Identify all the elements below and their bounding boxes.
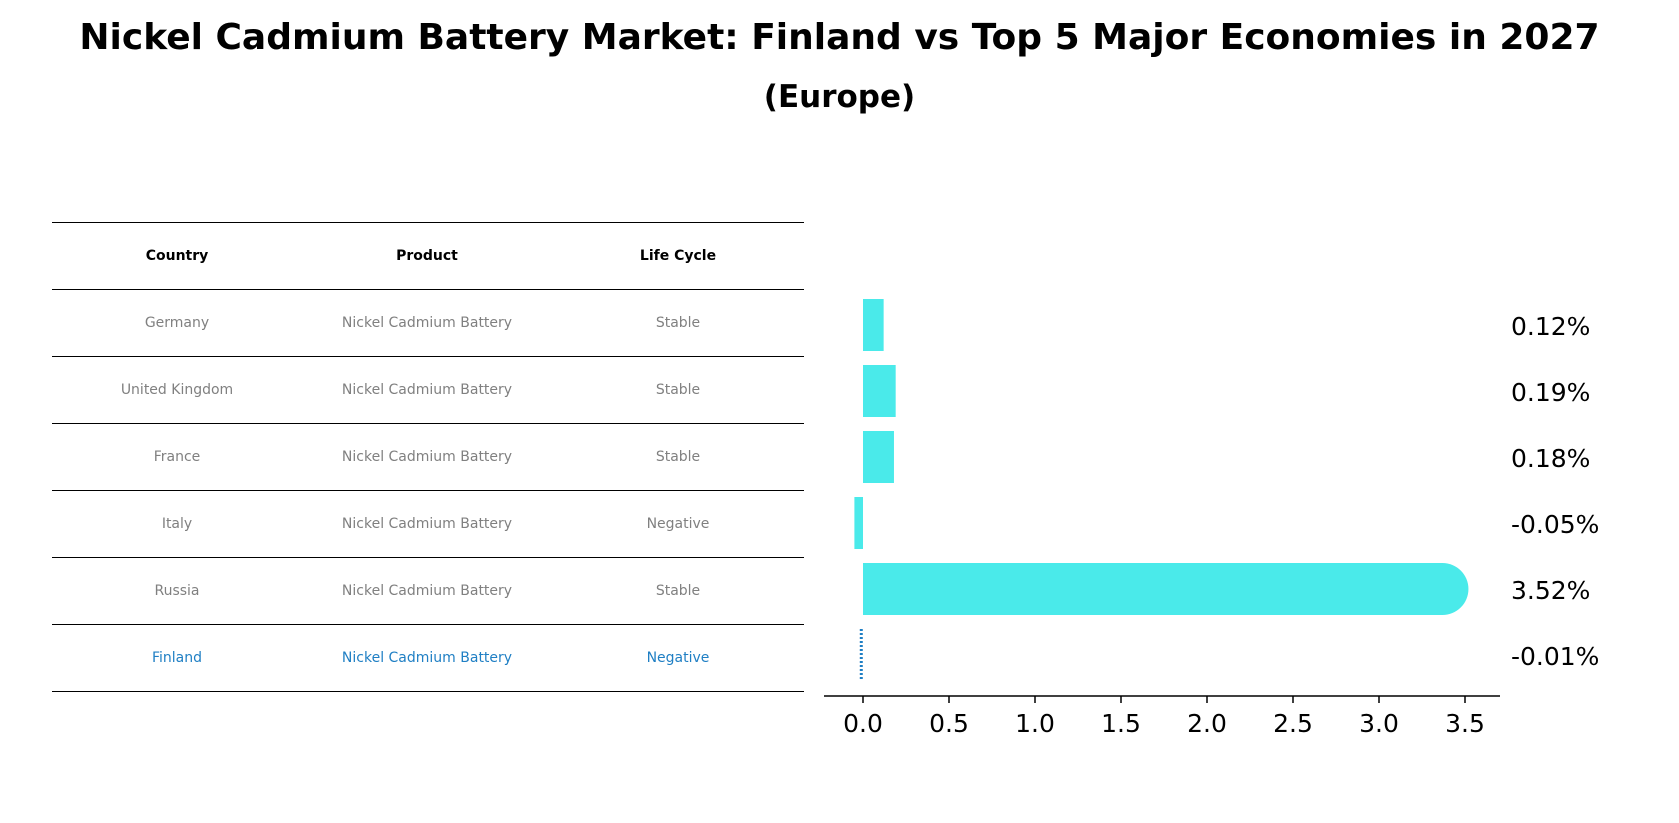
value-label: 0.19% bbox=[1511, 378, 1590, 407]
table-cell-country: United Kingdom bbox=[52, 356, 302, 424]
table-cell-product: Nickel Cadmium Battery bbox=[302, 490, 552, 558]
x-tick-label: 3.5 bbox=[1445, 709, 1485, 738]
table-row: Italy Nickel Cadmium Battery Negative bbox=[52, 490, 804, 558]
table-cell-product: Nickel Cadmium Battery bbox=[302, 624, 552, 692]
country-table: Country Product Life Cycle Germany Nicke… bbox=[52, 222, 804, 692]
x-tick-label: 2.5 bbox=[1273, 709, 1313, 738]
table-cell-life-cycle: Stable bbox=[552, 356, 804, 424]
table-cell-life-cycle: Negative bbox=[552, 490, 804, 558]
column-header-life-cycle: Life Cycle bbox=[552, 222, 804, 290]
x-tick-label: 2.0 bbox=[1187, 709, 1227, 738]
chart-title: Nickel Cadmium Battery Market: Finland v… bbox=[79, 17, 1600, 58]
table-cell-country: France bbox=[52, 423, 302, 491]
value-label: -0.05% bbox=[1511, 510, 1599, 539]
x-tick-label: 3.0 bbox=[1359, 709, 1399, 738]
value-label: -0.01% bbox=[1511, 642, 1599, 671]
table-cell-product: Nickel Cadmium Battery bbox=[302, 423, 552, 491]
x-tick-label: 1.0 bbox=[1015, 709, 1055, 738]
x-tick-label: 1.5 bbox=[1101, 709, 1141, 738]
table-cell-product: Nickel Cadmium Battery bbox=[302, 356, 552, 424]
table-cell-country: Italy bbox=[52, 490, 302, 558]
bar-germany bbox=[863, 299, 884, 351]
table-cell-country: Finland bbox=[52, 624, 302, 692]
table-cell-life-cycle: Negative bbox=[552, 624, 804, 692]
table-row: United Kingdom Nickel Cadmium Battery St… bbox=[52, 356, 804, 424]
bar-italy bbox=[854, 497, 863, 549]
table-cell-life-cycle: Stable bbox=[552, 289, 804, 357]
table-cell-country: Russia bbox=[52, 557, 302, 625]
value-label: 3.52% bbox=[1511, 576, 1590, 605]
table-row: Russia Nickel Cadmium Battery Stable bbox=[52, 557, 804, 625]
table-row: Germany Nickel Cadmium Battery Stable bbox=[52, 289, 804, 357]
column-header-product: Product bbox=[302, 222, 552, 290]
chart-subtitle: (Europe) bbox=[763, 79, 916, 115]
value-label: 0.18% bbox=[1511, 444, 1590, 473]
table-row-highlighted: Finland Nickel Cadmium Battery Negative bbox=[52, 624, 804, 692]
column-header-country: Country bbox=[52, 222, 302, 290]
table-cell-country: Germany bbox=[52, 289, 302, 357]
bar-united-kingdom bbox=[863, 365, 896, 417]
bar-france bbox=[863, 431, 894, 483]
value-label: 0.12% bbox=[1511, 312, 1590, 341]
x-tick-label: 0.0 bbox=[843, 709, 883, 738]
table-cell-product: Nickel Cadmium Battery bbox=[302, 289, 552, 357]
table-row: France Nickel Cadmium Battery Stable bbox=[52, 423, 804, 491]
table-cell-life-cycle: Stable bbox=[552, 423, 804, 491]
table-header-row: Country Product Life Cycle bbox=[52, 222, 804, 290]
x-tick-label: 0.5 bbox=[929, 709, 969, 738]
bar-russia bbox=[863, 563, 1469, 615]
table-cell-life-cycle: Stable bbox=[552, 557, 804, 625]
